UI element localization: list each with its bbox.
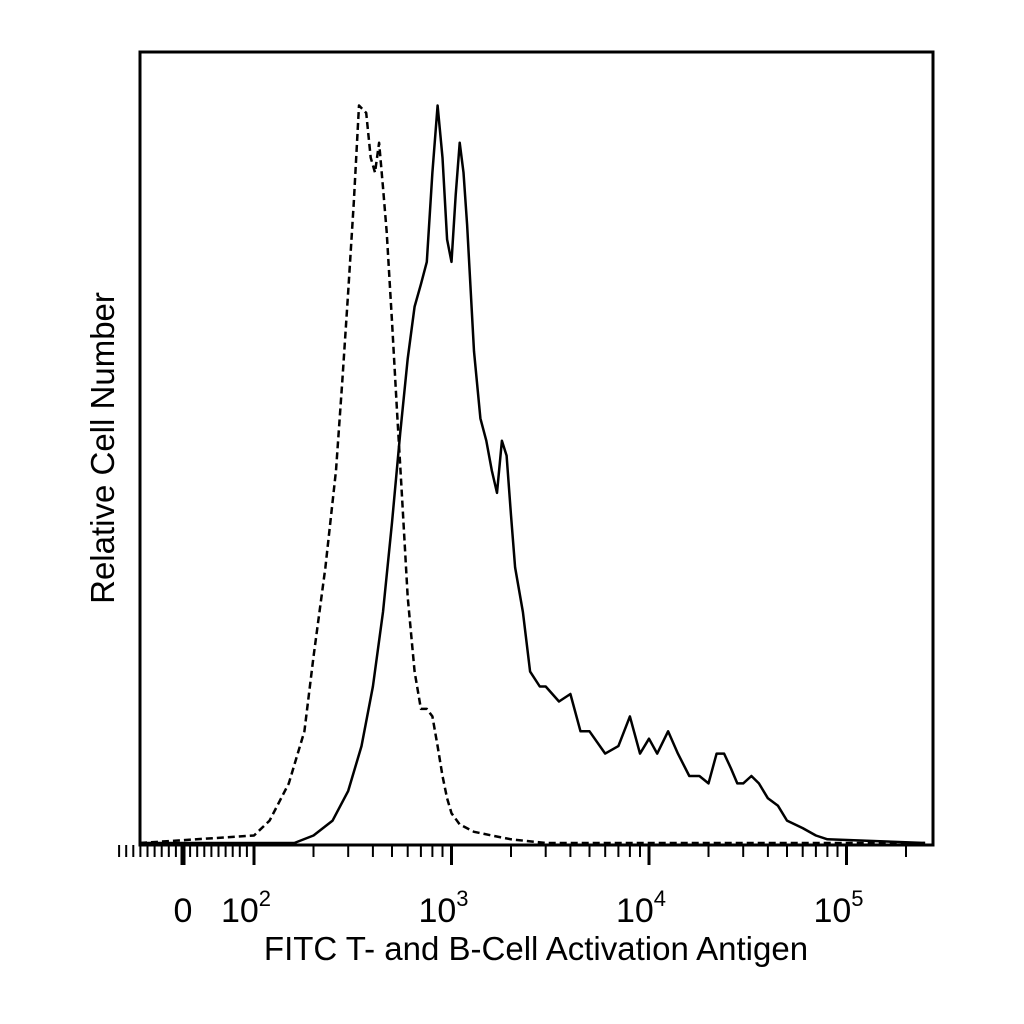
x-tick-label: 104 bbox=[616, 886, 666, 930]
x-axis-title: FITC T- and B-Cell Activation Antigen bbox=[264, 930, 808, 967]
x-tick-label: 103 bbox=[418, 886, 468, 930]
x-tick-label: 105 bbox=[813, 886, 863, 930]
control-histogram-line bbox=[139, 104, 926, 845]
x-tick-label: 0 bbox=[174, 892, 193, 930]
y-axis-title: Relative Cell Number bbox=[84, 292, 121, 604]
x-tick-label: 102 bbox=[221, 886, 271, 930]
x-axis-ticks bbox=[118, 845, 907, 865]
series-layer bbox=[139, 104, 926, 845]
x-axis-tick-labels: 0 102 103 104 105 bbox=[174, 886, 864, 930]
stained-histogram-line bbox=[140, 104, 926, 845]
plot-frame bbox=[138, 50, 935, 847]
